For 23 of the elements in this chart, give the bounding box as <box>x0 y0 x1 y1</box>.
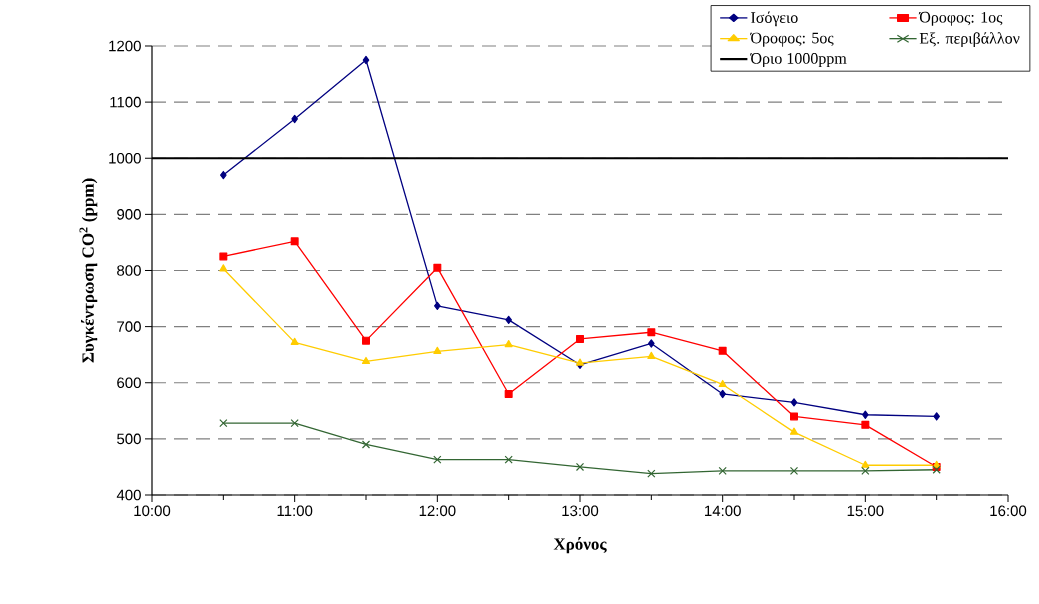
y-tick-label: 1100 <box>110 96 141 108</box>
x-tick-label: 10:00 <box>134 505 171 517</box>
legend-label: Όροφος: 1ος <box>918 11 1003 26</box>
y-tick-label: 1200 <box>109 40 141 52</box>
x-axis-title: Χρόνος <box>553 536 607 554</box>
legend-label: Όροφος: 5ος <box>750 32 834 47</box>
y-tick-label: 900 <box>117 209 141 220</box>
y-tick-label: 1000 <box>109 152 141 164</box>
y-tick-label: 700 <box>117 321 141 332</box>
y-tick-label: 500 <box>117 433 141 445</box>
y-tick-label: 400 <box>116 489 141 501</box>
legend-label: Εξ. περιβάλλον <box>919 32 1020 47</box>
x-tick-label: 12:00 <box>419 505 456 517</box>
x-tick-label: 14:00 <box>705 505 741 517</box>
x-tick-label: 11:00 <box>277 505 313 517</box>
x-tick-label: 13:00 <box>562 505 599 517</box>
y-axis-title: Συγκέντρωση CO$^{2}$ (ppm) <box>79 178 98 363</box>
x-tick-label: 16:00 <box>990 505 1027 517</box>
x-tick-label: 15:00 <box>847 505 884 517</box>
legend-label: Ισόγειο <box>751 11 798 27</box>
y-tick-label: 600 <box>117 377 141 389</box>
y-tick-label: 800 <box>117 265 141 276</box>
legend-label: Όριο 1000ppm <box>750 53 847 68</box>
